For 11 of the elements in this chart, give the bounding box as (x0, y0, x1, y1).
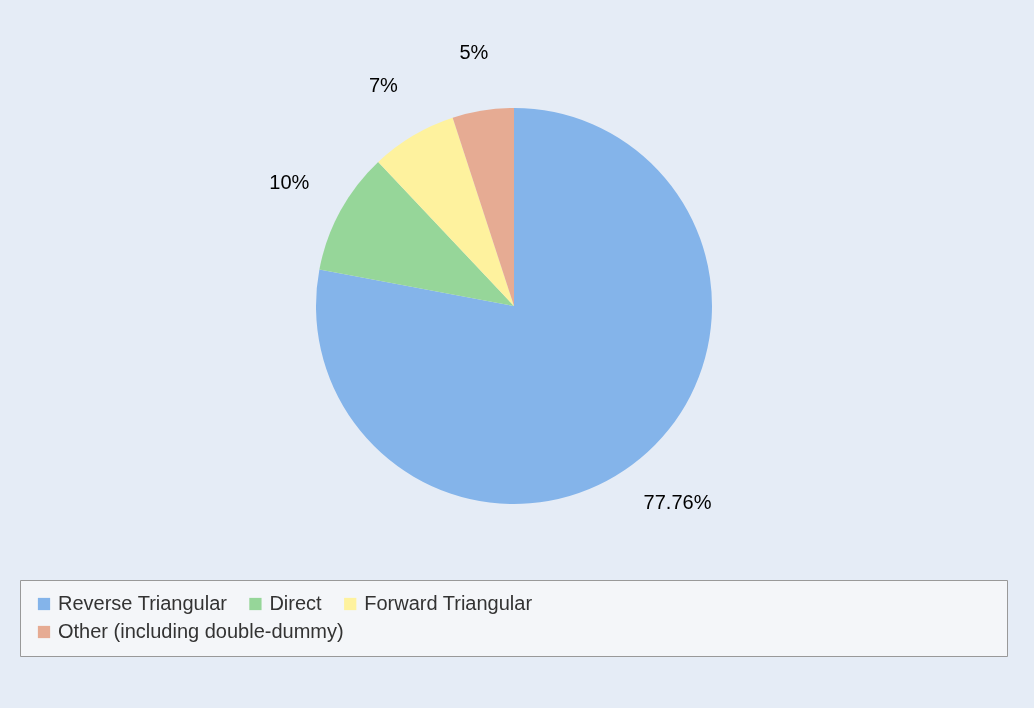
legend-label: Other (including double-dummy) (58, 620, 344, 642)
legend-label: Forward Triangular (364, 592, 533, 614)
data-label: 5% (459, 41, 489, 64)
data-label: 77.76% (643, 490, 712, 513)
legend-label: Direct (269, 592, 323, 614)
data-label: 7% (368, 73, 399, 96)
pie-slice (452, 108, 514, 306)
legend-label: Reverse Triangular (58, 592, 228, 614)
pie-slice (378, 117, 514, 306)
data-label: 10% (269, 171, 310, 194)
pie-slice (319, 161, 514, 306)
